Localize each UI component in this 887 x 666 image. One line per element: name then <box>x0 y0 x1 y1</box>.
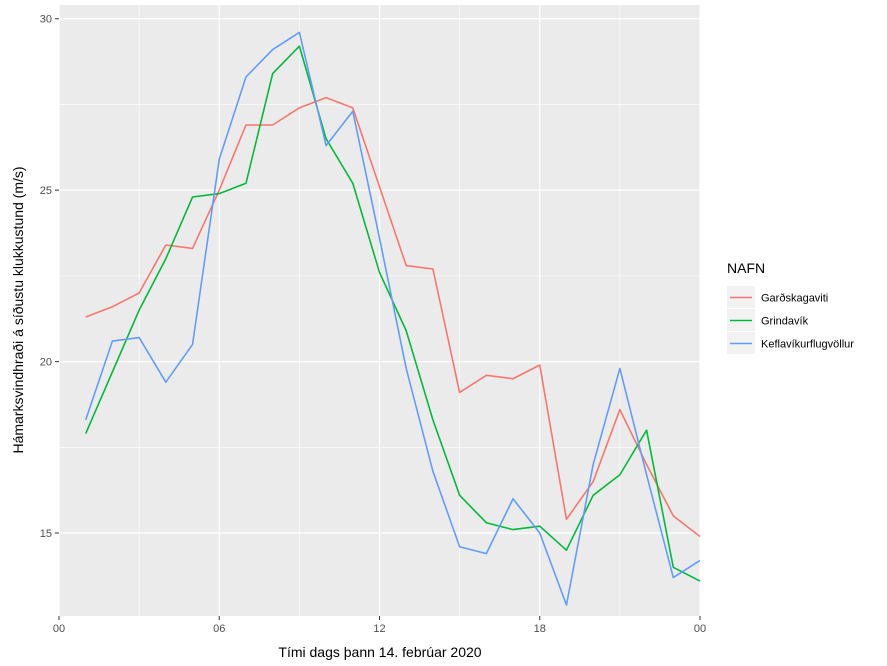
legend-title: NAFN <box>727 260 765 276</box>
major-gridlines <box>58 5 701 616</box>
x-tick-label: 00 <box>53 623 65 635</box>
y-axis: 15 20 25 30 <box>40 14 59 540</box>
x-axis-title: Tími dags þann 14. febrúar 2020 <box>278 644 481 660</box>
y-tick-label: 15 <box>40 528 52 540</box>
x-tick-label: 18 <box>534 623 546 635</box>
series-line-1 <box>85 96 701 538</box>
y-tick-label: 25 <box>40 185 52 197</box>
x-axis: 00 06 12 18 00 <box>53 616 706 635</box>
series-line-3 <box>84 31 701 606</box>
y-tick-label: 20 <box>40 357 52 369</box>
series-lines <box>84 31 701 606</box>
legend-label: Keflavíkurflugvöllur <box>761 339 854 351</box>
x-tick-label: 00 <box>694 623 706 635</box>
legend-label: Garðskagaviti <box>761 293 828 305</box>
y-axis-title: Hámarksvindhraði á síðustu klukkustund (… <box>10 166 26 453</box>
x-tick-label: 06 <box>213 623 225 635</box>
legend-label: Grindavík <box>761 316 809 328</box>
y-tick-label: 30 <box>40 14 52 26</box>
legend: NAFN Garðskagaviti Grindavík Keflavíkurflu… <box>727 260 854 354</box>
x-tick-label: 12 <box>373 623 385 635</box>
